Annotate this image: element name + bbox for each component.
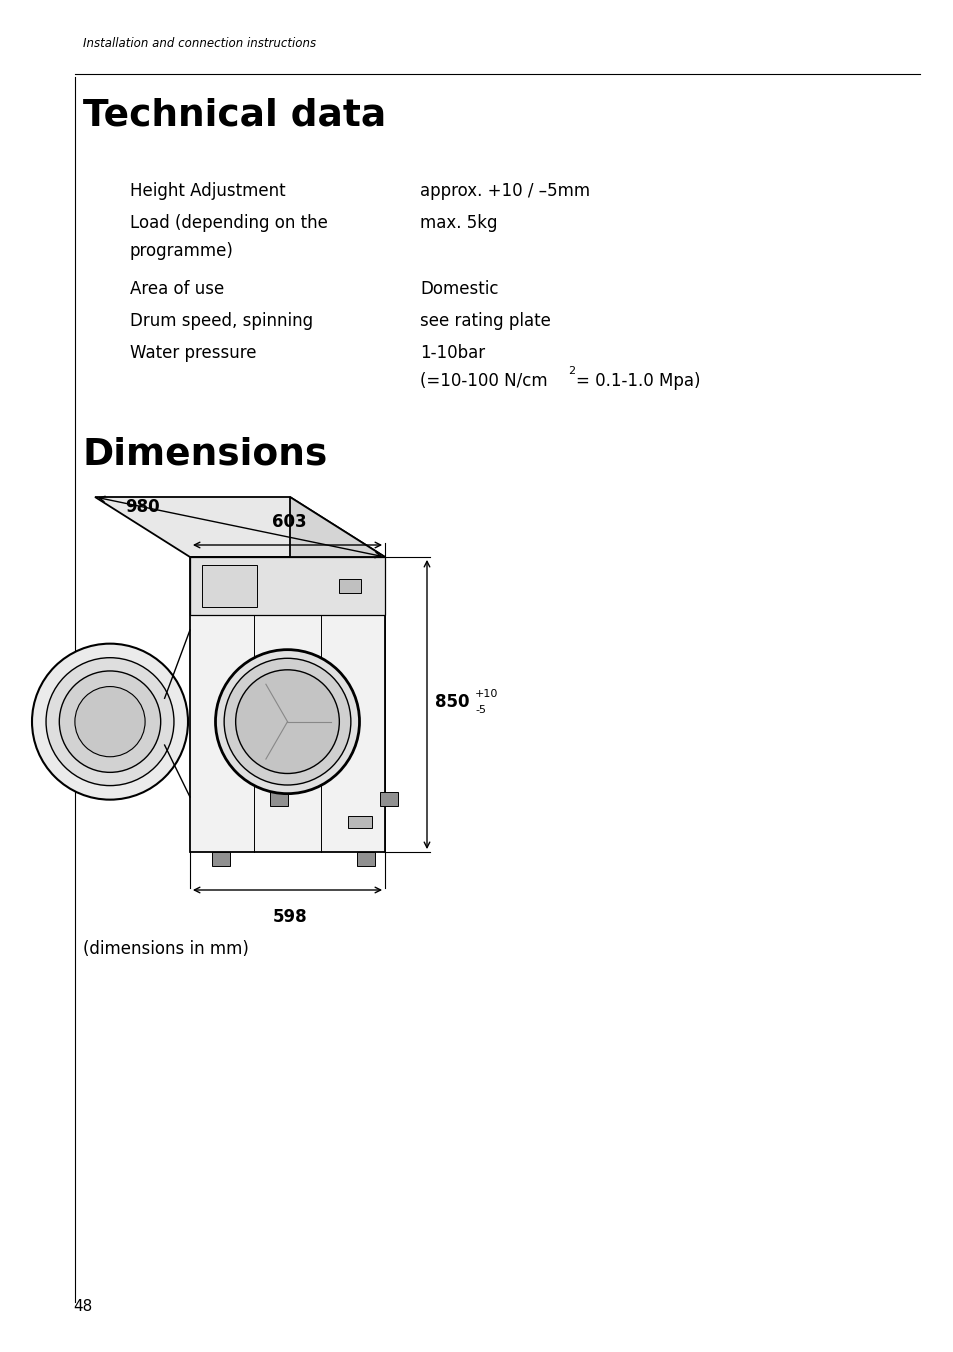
Circle shape <box>224 658 351 786</box>
Text: Domestic: Domestic <box>419 280 498 297</box>
Text: (dimensions in mm): (dimensions in mm) <box>83 940 249 959</box>
Text: Water pressure: Water pressure <box>130 343 256 362</box>
Text: +10: +10 <box>475 690 497 699</box>
Polygon shape <box>290 498 385 852</box>
Text: 980: 980 <box>125 498 159 516</box>
Text: 850: 850 <box>435 694 469 711</box>
Text: Load (depending on the: Load (depending on the <box>130 214 328 233</box>
Text: 1-10bar: 1-10bar <box>419 343 485 362</box>
Circle shape <box>235 669 339 773</box>
Bar <box>348 817 372 827</box>
Text: 598: 598 <box>273 909 307 926</box>
Text: Dimensions: Dimensions <box>83 437 328 473</box>
Text: 48: 48 <box>73 1299 92 1314</box>
Circle shape <box>75 687 145 757</box>
Circle shape <box>46 657 173 786</box>
Text: 2: 2 <box>567 366 575 376</box>
Text: see rating plate: see rating plate <box>419 312 550 330</box>
Polygon shape <box>202 565 256 607</box>
Circle shape <box>32 644 188 799</box>
Polygon shape <box>95 498 385 557</box>
Polygon shape <box>356 852 375 867</box>
Text: (=10-100 N/cm: (=10-100 N/cm <box>419 372 547 389</box>
Polygon shape <box>270 792 288 806</box>
Polygon shape <box>338 579 360 594</box>
Text: max. 5kg: max. 5kg <box>419 214 497 233</box>
Polygon shape <box>212 852 230 867</box>
Text: Technical data: Technical data <box>83 97 386 132</box>
Polygon shape <box>379 792 397 806</box>
Text: Height Adjustment: Height Adjustment <box>130 183 285 200</box>
Polygon shape <box>190 557 385 615</box>
Text: Area of use: Area of use <box>130 280 224 297</box>
Text: -5: -5 <box>475 706 485 715</box>
Polygon shape <box>190 557 385 852</box>
Text: programme): programme) <box>130 242 233 260</box>
Circle shape <box>59 671 160 772</box>
Circle shape <box>215 650 359 794</box>
Text: 603: 603 <box>273 512 307 531</box>
Text: approx. +10 / –5mm: approx. +10 / –5mm <box>419 183 590 200</box>
Text: Installation and connection instructions: Installation and connection instructions <box>83 37 315 50</box>
Text: Drum speed, spinning: Drum speed, spinning <box>130 312 313 330</box>
Text: = 0.1-1.0 Mpa): = 0.1-1.0 Mpa) <box>576 372 700 389</box>
